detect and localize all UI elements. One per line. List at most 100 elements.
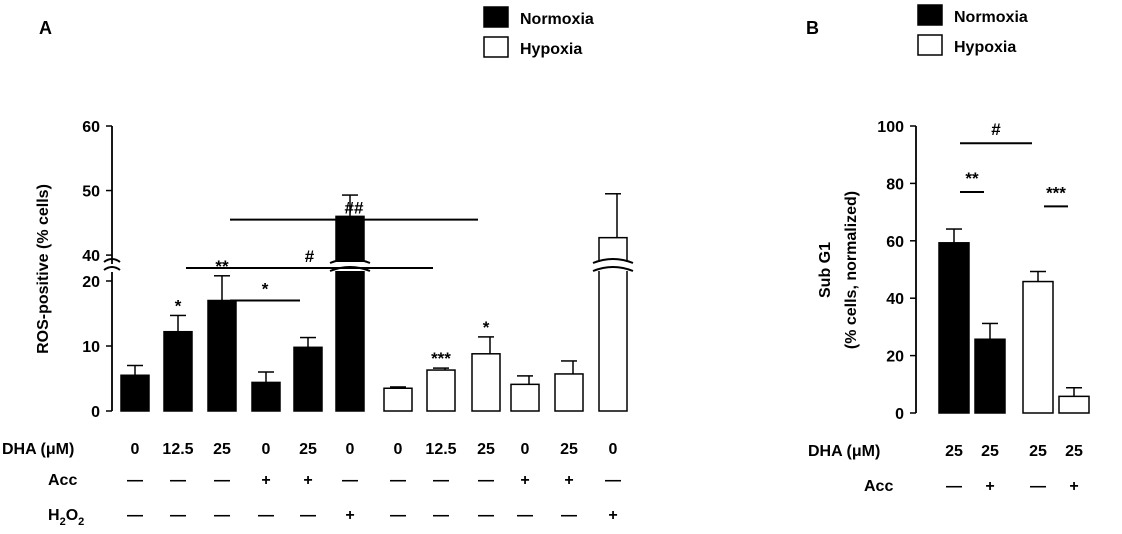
panel-b-y-tick-label: 100 [877,119,904,136]
panel-a-h2o2-label: — [478,507,494,524]
panel-a-comparison-label: ## [345,199,364,218]
panel-a-label: A [39,18,52,38]
legend-a-hypoxia-swatch [483,36,509,58]
panel-a-y-tick-label: 0 [91,404,100,421]
panel-b-comparison-label: *** [1046,183,1066,202]
panel-a-bar [120,374,150,412]
panel-a-h2o2-part: H [48,507,60,524]
panel-a-dha-label: 25 [213,441,231,458]
panel-a-axis-break-mark [103,258,121,263]
legend-b-normoxia-label: Normoxia [954,9,1028,26]
panel-b-dha-row-label: DHA (μM) [808,443,880,460]
panel-a-dha-label: 0 [394,441,403,458]
panel-a-dha-label: 0 [262,441,271,458]
panel-b-y-tick-label: 20 [886,349,904,366]
panel-a-acc-label: + [564,472,573,489]
legend-a: Normoxia Hypoxia [483,6,594,58]
panel-b-acc-row-label: Acc [864,478,893,495]
panel-b-bar [938,242,970,414]
panel-a-dha-row-label: DHA (μM) [2,441,74,458]
panel-a-h2o2-row-label: H2O2 [48,507,84,528]
panel-b-dha-label: 25 [981,443,999,460]
panel-a-axis-break-mark [103,266,121,271]
panel-a-comparison-label: * [262,280,269,299]
panel-a-acc-label: — [342,472,358,489]
panel-a-acc-label: — [433,472,449,489]
panel-a-bar [251,381,281,412]
panel-a-h2o2-part: 2 [78,516,84,528]
panel-a-bar [207,299,237,412]
panel-a-bar [383,387,413,412]
panel-a-h2o2-label: — [390,507,406,524]
panel-a-bar [426,369,456,412]
panel-a-h2o2-part: 2 [60,516,66,528]
panel-a-y-tick-label: 20 [82,274,100,291]
panel-a-bar [510,383,540,412]
panel-a-y-tick-label: 60 [82,119,100,136]
panel-a-dha-label: 12.5 [162,441,193,458]
panel-a-h2o2-label: — [127,507,143,524]
panel-a-significance-label: * [483,318,490,337]
panel-a-h2o2-label: — [214,507,230,524]
panel-b-bar [1022,280,1054,414]
panel-b-dha-label: 25 [1065,443,1083,460]
panel-a-h2o2-label: — [433,507,449,524]
panel-a-y-tick-label: 10 [82,339,100,356]
panel-b-y-tick-label: 80 [886,176,904,193]
panel-b-acc-label: + [985,478,994,495]
panel-a-y-tick-label: 50 [82,184,100,201]
panel-a-dha-label: 25 [299,441,317,458]
panel-a-h2o2-label: + [608,507,617,524]
panel-a-dha-label: 0 [521,441,530,458]
panel-a-h2o2-part: O [66,507,78,524]
panel-a-acc-label: — [478,472,494,489]
panel-a-dha-label: 25 [477,441,495,458]
legend-b-hypoxia-swatch [917,34,943,56]
panel-a-bar-break-mark [592,266,634,272]
panel-a-bar [163,330,193,412]
legend-b: Normoxia Hypoxia [917,4,1028,56]
panel-a-h2o2-label: — [517,507,533,524]
panel-a-dha-label: 12.5 [425,441,456,458]
panel-b-ylabel: Sub G1 [817,242,834,298]
panel-b-y-tick-label: 0 [895,406,904,423]
panel-a-ylabel: ROS-positive (% cells) [35,184,52,354]
panel-a-acc-label: — [214,472,230,489]
legend-a-normoxia-swatch [483,6,509,28]
panel-a-h2o2-label: + [345,507,354,524]
panel-a-dha-label: 0 [609,441,618,458]
panel-a-acc-label: — [605,472,621,489]
panel-b-bar [974,338,1006,414]
panel-a-acc-row-label: Acc [48,472,77,489]
panel-a-bar-break-mark [592,258,634,264]
legend-b-normoxia-swatch [917,4,943,26]
panel-b-bar [1058,395,1090,414]
panel-b-acc-label: + [1069,478,1078,495]
panel-a-h2o2-label: — [300,507,316,524]
panel-a-y-tick-label: 40 [82,248,100,265]
panel-a-significance-label: ** [215,257,229,276]
panel-b-y-tick-label: 40 [886,291,904,308]
panel-a-dha-label: 0 [346,441,355,458]
panel-b-acc-label: — [1030,478,1046,495]
panel-a-h2o2-label: — [561,507,577,524]
panel-a-comparison-label: # [305,247,315,266]
panel-b-comparison-label: # [991,120,1001,139]
panel-a-acc-label: — [390,472,406,489]
legend-b-hypoxia-label: Hypoxia [954,39,1016,56]
panel-a-h2o2-label: — [258,507,274,524]
panel-a-acc-label: — [170,472,186,489]
panel-b-label: B [806,18,819,38]
panel-a-significance-label: *** [431,349,451,368]
panel-a-acc-label: + [520,472,529,489]
panel-b-ylabel-line2: (% cells, normalized) [843,191,860,349]
panel-a-acc-label: + [261,472,270,489]
panel-b-acc-label: — [946,478,962,495]
panel-a-h2o2-label: — [170,507,186,524]
panel-a-bar [554,373,584,412]
panel-a-dha-label: 0 [131,441,140,458]
panel-b-dha-label: 25 [1029,443,1047,460]
panel-b-y-tick-label: 60 [886,234,904,251]
